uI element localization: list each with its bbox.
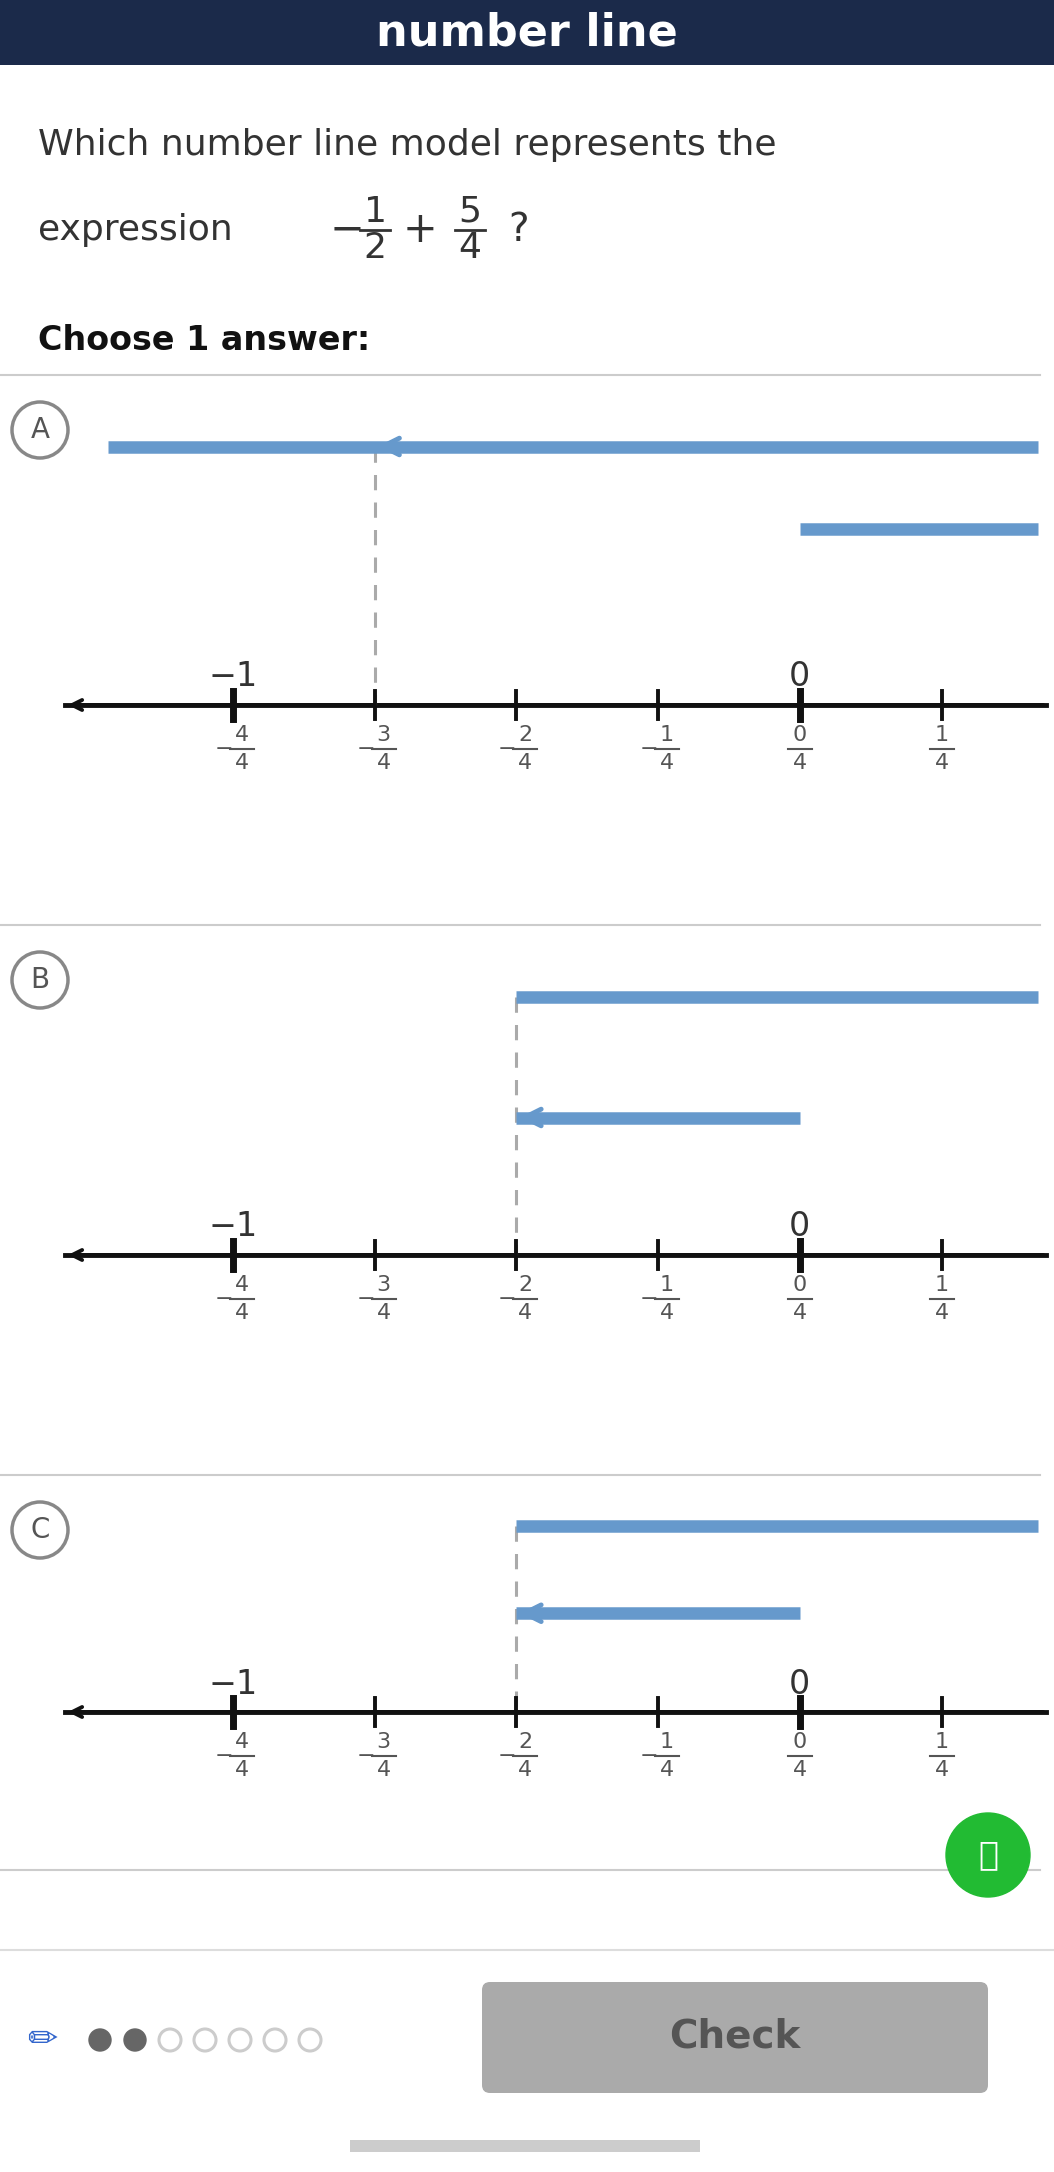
Text: 2: 2 xyxy=(519,725,532,745)
Text: −: − xyxy=(214,1288,233,1310)
Text: 4: 4 xyxy=(458,230,482,265)
Text: 3: 3 xyxy=(376,1731,391,1753)
Text: 0: 0 xyxy=(789,1668,811,1701)
Text: 4: 4 xyxy=(519,1303,532,1323)
Text: expression: expression xyxy=(38,213,233,248)
Text: 2: 2 xyxy=(519,1731,532,1753)
Circle shape xyxy=(89,2029,111,2050)
Text: −: − xyxy=(640,1746,659,1766)
Text: C: C xyxy=(31,1516,50,1544)
Text: number line: number line xyxy=(376,11,678,54)
Text: 1: 1 xyxy=(364,195,387,228)
Text: 4: 4 xyxy=(793,754,807,773)
Text: 4: 4 xyxy=(376,1759,391,1781)
Text: 4: 4 xyxy=(660,754,675,773)
Text: 4: 4 xyxy=(793,1303,807,1323)
Text: 4: 4 xyxy=(235,754,249,773)
Text: Choose 1 answer:: Choose 1 answer: xyxy=(38,324,370,356)
Text: −: − xyxy=(330,209,365,252)
Text: B: B xyxy=(31,967,50,995)
Text: Which number line model represents the: Which number line model represents the xyxy=(38,128,777,163)
Text: 4: 4 xyxy=(793,1759,807,1781)
Text: A: A xyxy=(31,417,50,443)
Text: −: − xyxy=(497,738,516,758)
Text: −: − xyxy=(356,1746,375,1766)
Text: 1: 1 xyxy=(935,1731,949,1753)
Text: 4: 4 xyxy=(235,1275,249,1295)
Text: −: − xyxy=(214,1746,233,1766)
Text: 2: 2 xyxy=(519,1275,532,1295)
Text: 0: 0 xyxy=(793,725,807,745)
Text: 4: 4 xyxy=(935,1303,949,1323)
Text: 4: 4 xyxy=(519,754,532,773)
Text: 3: 3 xyxy=(376,1275,391,1295)
Text: 4: 4 xyxy=(660,1759,675,1781)
FancyBboxPatch shape xyxy=(482,1983,988,2094)
Text: ?: ? xyxy=(508,211,529,250)
Text: −: − xyxy=(497,1746,516,1766)
Text: 4: 4 xyxy=(376,1303,391,1323)
Text: 4: 4 xyxy=(935,754,949,773)
Bar xyxy=(350,2139,700,2152)
Text: 4: 4 xyxy=(376,754,391,773)
Text: −1: −1 xyxy=(208,1668,257,1701)
Text: 4: 4 xyxy=(660,1303,675,1323)
Text: 0: 0 xyxy=(793,1275,807,1295)
Text: 4: 4 xyxy=(935,1759,949,1781)
Text: 4: 4 xyxy=(235,1303,249,1323)
Text: −: − xyxy=(497,1288,516,1310)
Text: −: − xyxy=(640,738,659,758)
Text: −1: −1 xyxy=(208,660,257,693)
Text: 1: 1 xyxy=(660,1275,675,1295)
Text: 3: 3 xyxy=(376,725,391,745)
Text: 1: 1 xyxy=(935,725,949,745)
Text: 4: 4 xyxy=(235,1759,249,1781)
Text: 1: 1 xyxy=(660,725,675,745)
Circle shape xyxy=(946,1814,1030,1896)
Text: Check: Check xyxy=(669,2018,801,2057)
Text: 1: 1 xyxy=(660,1731,675,1753)
Text: −: − xyxy=(214,738,233,758)
Text: 4: 4 xyxy=(519,1759,532,1781)
Text: 0: 0 xyxy=(793,1731,807,1753)
Text: −: − xyxy=(356,738,375,758)
Text: 0: 0 xyxy=(789,660,811,693)
Text: 5: 5 xyxy=(458,195,482,228)
Text: −: − xyxy=(640,1288,659,1310)
Text: −1: −1 xyxy=(208,1210,257,1245)
Circle shape xyxy=(124,2029,147,2050)
Text: +: + xyxy=(403,209,437,252)
Text: 0: 0 xyxy=(789,1210,811,1245)
Text: 2: 2 xyxy=(364,230,387,265)
Bar xyxy=(0,0,1054,65)
Text: 1: 1 xyxy=(935,1275,949,1295)
Text: ✏: ✏ xyxy=(26,2022,57,2057)
Text: −: − xyxy=(356,1288,375,1310)
Text: 4: 4 xyxy=(235,725,249,745)
Text: 4: 4 xyxy=(235,1731,249,1753)
Text: 💡: 💡 xyxy=(978,1838,998,1872)
